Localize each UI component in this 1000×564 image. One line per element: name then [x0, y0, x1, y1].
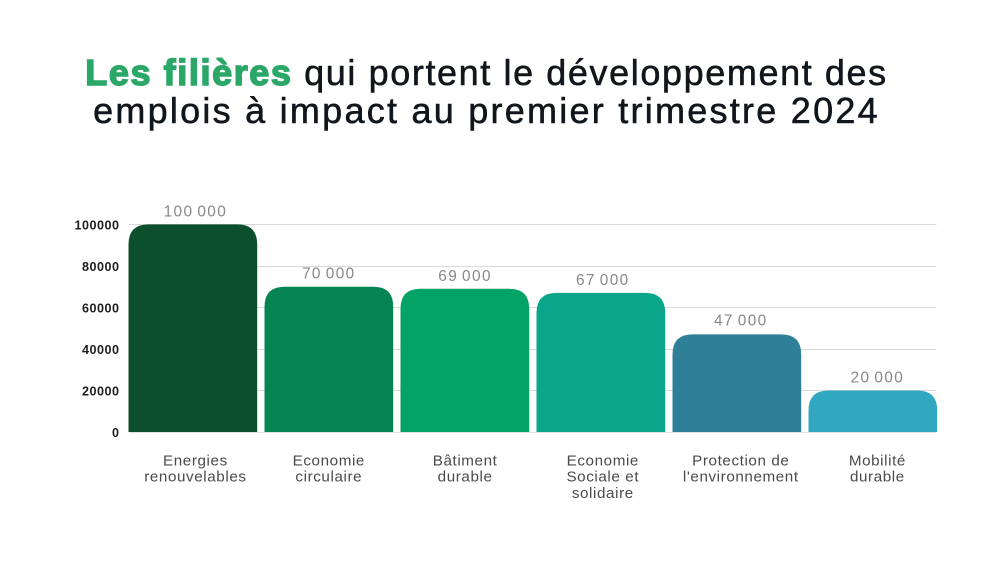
svg-text:20000: 20000 [82, 385, 120, 399]
svg-text:69 000: 69 000 [438, 268, 492, 285]
svg-text:100 000: 100 000 [164, 204, 228, 221]
svg-text:47 000: 47 000 [714, 312, 768, 329]
svg-text:70 000: 70 000 [302, 266, 356, 283]
svg-text:Mobilité: Mobilité [849, 453, 906, 470]
svg-text:67 000: 67 000 [576, 272, 630, 289]
svg-text:durable: durable [850, 469, 905, 486]
svg-text:Economie: Economie [293, 453, 365, 470]
svg-text:80000: 80000 [82, 260, 120, 274]
svg-text:circulaire: circulaire [295, 469, 362, 486]
svg-text:100000: 100000 [74, 219, 119, 233]
svg-text:Bâtiment: Bâtiment [433, 453, 498, 470]
svg-text:20 000: 20 000 [851, 370, 905, 387]
svg-text:Energies: Energies [163, 453, 228, 470]
svg-text:Economie: Economie [567, 453, 639, 470]
svg-text:l'environnement: l'environnement [683, 469, 799, 486]
svg-text:renouvelables: renouvelables [144, 469, 246, 486]
svg-text:durable: durable [438, 469, 493, 486]
svg-text:40000: 40000 [82, 343, 120, 357]
svg-text:60000: 60000 [82, 302, 120, 316]
svg-text:Sociale et: Sociale et [566, 469, 639, 486]
svg-text:Protection de: Protection de [692, 453, 789, 470]
svg-text:0: 0 [112, 426, 120, 440]
svg-text:solidaire: solidaire [572, 485, 634, 502]
